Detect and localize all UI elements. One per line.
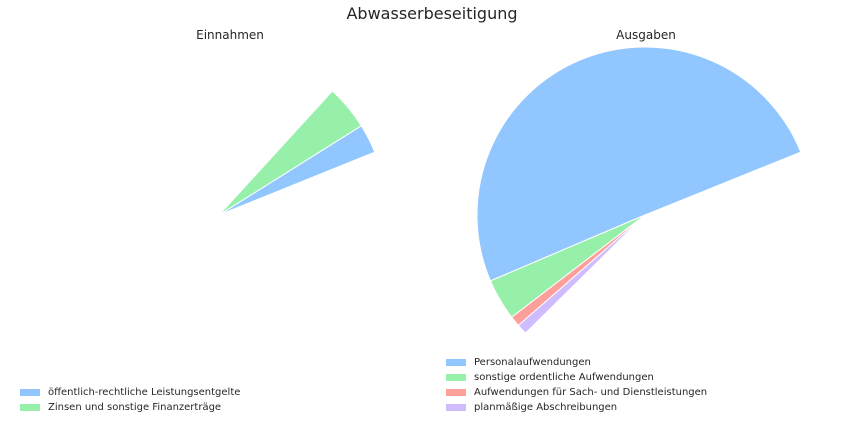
pie-einnahmen [218, 90, 376, 216]
einnahmen-legend-item-1: Zinsen und sonstige Finanzerträge [20, 400, 240, 415]
pie-title-einnahmen: Einnahmen [196, 28, 264, 42]
ausgaben-legend-item-2: Aufwendungen für Sach- und Dienstleistun… [446, 385, 707, 400]
ausgaben-legend-item-3: planmäßige Abschreibungen [446, 400, 707, 415]
ausgaben-legend-item-1: sonstige ordentliche Aufwendungen [446, 370, 707, 385]
einnahmen-legend-item-0: öffentlich-rechtliche Leistungsentgelte [20, 385, 240, 400]
ausgaben-legend-label-1: sonstige ordentliche Aufwendungen [474, 372, 654, 383]
ausgaben-legend-label-2: Aufwendungen für Sach- und Dienstleistun… [474, 387, 708, 398]
ausgaben-legend-swatch-0 [446, 359, 466, 366]
ausgaben-legend-label-0: Personalaufwendungen [474, 357, 591, 368]
ausgaben-legend-item-0: Personalaufwendungen [446, 355, 707, 370]
einnahmen-legend-label-0: öffentlich-rechtliche Leistungsentgelte [48, 387, 241, 398]
ausgaben-legend-swatch-1 [446, 374, 466, 381]
pie-ausgaben [476, 46, 802, 334]
ausgaben-legend-swatch-3 [446, 404, 466, 411]
ausgaben-slice-3 [517, 214, 646, 334]
legend-einnahmen: öffentlich-rechtliche Leistungsentgelte Z… [20, 385, 240, 415]
einnahmen-legend-swatch-0 [20, 389, 40, 396]
pie-title-ausgaben: Ausgaben [616, 28, 676, 42]
ausgaben-slice-0 [476, 46, 802, 282]
legend-ausgaben: Personalaufwendungen sonstige ordentliche… [446, 355, 707, 415]
ausgaben-legend-label-3: planmäßige Abschreibungen [474, 402, 618, 413]
einnahmen-legend-label-1: Zinsen und sonstige Finanzerträge [48, 402, 222, 413]
figure-title: Abwasserbeseitigung [346, 4, 518, 23]
ausgaben-legend-swatch-2 [446, 389, 466, 396]
einnahmen-legend-swatch-1 [20, 404, 40, 411]
einnahmen-slice-1 [218, 90, 363, 216]
